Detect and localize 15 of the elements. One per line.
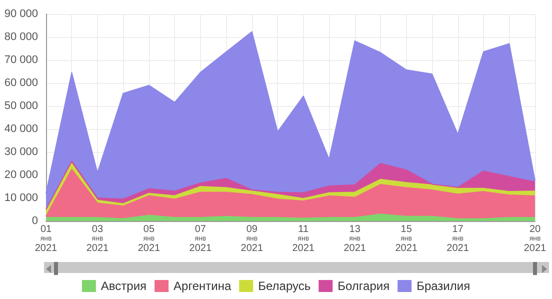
legend-label: Болгария	[338, 279, 390, 293]
y-tick-label: 50 000	[4, 100, 38, 112]
y-tick-label: 10 000	[4, 192, 38, 204]
legend-label: Бразилия	[416, 279, 470, 293]
y-tick-label: 70 000	[4, 54, 38, 66]
y-tick-label: 40 000	[4, 123, 38, 135]
legend-label: Аргентина	[174, 279, 232, 293]
y-tick-label: 80 000	[4, 31, 38, 43]
y-tick-label: 60 000	[4, 77, 38, 89]
y-tick-label: 0	[32, 215, 38, 227]
y-tick-label: 90 000	[4, 8, 38, 20]
y-tick-label: 30 000	[4, 146, 38, 158]
legend-label: Беларусь	[258, 279, 311, 293]
legend-label: Австрия	[100, 279, 147, 293]
y-tick-label: 20 000	[4, 169, 38, 181]
